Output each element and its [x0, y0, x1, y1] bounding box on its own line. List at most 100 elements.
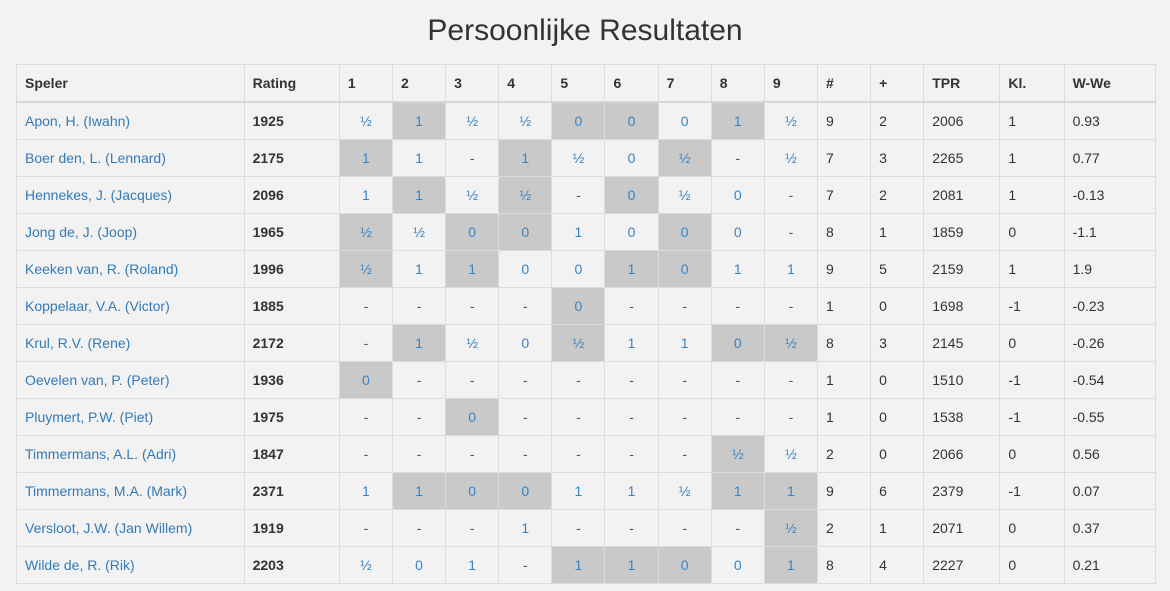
- round-result-cell[interactable]: 1: [551, 213, 606, 251]
- round-result-cell[interactable]: 0: [498, 324, 553, 362]
- column-header[interactable]: 7: [657, 64, 712, 103]
- round-result-cell[interactable]: ½: [445, 101, 500, 140]
- player-link[interactable]: Timmermans, A.L. (Adri): [25, 446, 177, 462]
- round-result-cell[interactable]: 1: [498, 509, 553, 547]
- round-result-cell[interactable]: 1: [604, 472, 659, 510]
- player-link[interactable]: Keeken van, R. (Roland): [25, 261, 179, 277]
- round-result-cell[interactable]: 1: [391, 139, 447, 177]
- column-header[interactable]: Rating: [243, 64, 340, 103]
- round-result-cell[interactable]: ½: [445, 176, 500, 214]
- round-result-cell[interactable]: 0: [604, 101, 659, 140]
- player-link[interactable]: Oevelen van, P. (Peter): [25, 372, 170, 388]
- round-result-cell[interactable]: 1: [763, 250, 818, 288]
- round-result-cell[interactable]: 1: [445, 250, 500, 288]
- player-link[interactable]: Jong de, J. (Joop): [25, 224, 138, 240]
- column-header[interactable]: 4: [498, 64, 553, 103]
- round-result-cell[interactable]: ½: [763, 139, 818, 177]
- round-result-cell[interactable]: 0: [710, 324, 765, 362]
- column-header[interactable]: 3: [445, 64, 500, 103]
- round-result-cell[interactable]: 1: [710, 250, 765, 288]
- player-link[interactable]: Boer den, L. (Lennard): [25, 150, 166, 166]
- round-result-cell[interactable]: 1: [338, 139, 393, 177]
- round-result-cell[interactable]: ½: [551, 139, 606, 177]
- round-result-cell[interactable]: 1: [710, 472, 765, 510]
- player-link[interactable]: Apon, H. (Iwahn): [25, 113, 131, 129]
- round-result-cell[interactable]: 1: [551, 472, 606, 510]
- round-result-cell[interactable]: 1: [338, 472, 393, 510]
- round-result-cell[interactable]: ½: [338, 250, 393, 288]
- round-result-cell[interactable]: 0: [657, 213, 712, 251]
- column-header[interactable]: 9: [763, 64, 818, 103]
- round-result-cell[interactable]: ½: [498, 101, 553, 140]
- round-result-cell[interactable]: 1: [604, 324, 659, 362]
- player-link[interactable]: Krul, R.V. (Rene): [25, 335, 131, 351]
- round-result-cell[interactable]: ½: [338, 213, 393, 251]
- round-result-cell[interactable]: 0: [657, 250, 712, 288]
- round-result-cell[interactable]: 1: [604, 546, 659, 584]
- column-header[interactable]: TPR: [923, 64, 1001, 103]
- round-result-cell[interactable]: 1: [391, 324, 447, 362]
- round-result-cell[interactable]: ½: [763, 101, 818, 140]
- round-result-cell[interactable]: 1: [391, 176, 447, 214]
- round-result-cell[interactable]: 0: [498, 472, 553, 510]
- round-result-cell[interactable]: 0: [657, 546, 712, 584]
- round-result-cell[interactable]: 0: [498, 213, 553, 251]
- round-result-cell[interactable]: ½: [338, 546, 393, 584]
- column-header[interactable]: 2: [391, 64, 447, 103]
- column-header[interactable]: 5: [551, 64, 606, 103]
- column-header[interactable]: 1: [338, 64, 393, 103]
- round-result-cell[interactable]: 1: [763, 546, 818, 584]
- round-result-cell[interactable]: ½: [763, 324, 818, 362]
- player-link[interactable]: Timmermans, M.A. (Mark): [25, 483, 188, 499]
- round-result-cell[interactable]: 1: [604, 250, 659, 288]
- round-result-cell[interactable]: 0: [657, 101, 712, 140]
- round-result-cell[interactable]: ½: [551, 324, 606, 362]
- player-link[interactable]: Wilde de, R. (Rik): [25, 557, 135, 573]
- column-header[interactable]: W-We: [1063, 64, 1157, 103]
- player-link[interactable]: Pluymert, P.W. (Piet): [25, 409, 154, 425]
- round-result-cell[interactable]: 1: [551, 546, 606, 584]
- player-link[interactable]: Versloot, J.W. (Jan Willem): [25, 520, 193, 536]
- round-result-cell[interactable]: ½: [445, 324, 500, 362]
- column-header[interactable]: Kl.: [999, 64, 1065, 103]
- round-result-cell[interactable]: 0: [551, 250, 606, 288]
- round-result-cell[interactable]: ½: [498, 176, 553, 214]
- round-result-cell[interactable]: 1: [710, 101, 765, 140]
- round-result-cell[interactable]: 0: [445, 472, 500, 510]
- column-header[interactable]: 8: [710, 64, 765, 103]
- round-result-cell[interactable]: 0: [391, 546, 447, 584]
- round-result-cell[interactable]: 0: [551, 287, 606, 325]
- round-result-cell[interactable]: 0: [710, 176, 765, 214]
- round-result-cell[interactable]: 0: [338, 361, 393, 399]
- column-header[interactable]: Speler: [16, 64, 245, 103]
- round-result-cell[interactable]: 1: [498, 139, 553, 177]
- round-result-cell[interactable]: 1: [391, 472, 447, 510]
- round-result-cell[interactable]: 0: [710, 546, 765, 584]
- round-result-cell[interactable]: 0: [604, 213, 659, 251]
- round-result-cell[interactable]: ½: [338, 101, 393, 140]
- round-result-cell[interactable]: 1: [657, 324, 712, 362]
- round-result-cell[interactable]: 0: [445, 398, 500, 436]
- round-result-cell[interactable]: 0: [604, 139, 659, 177]
- round-result-cell[interactable]: ½: [763, 435, 818, 473]
- round-result-cell[interactable]: 1: [445, 546, 500, 584]
- column-header[interactable]: 6: [604, 64, 659, 103]
- round-result-cell[interactable]: ½: [391, 213, 447, 251]
- round-result-cell[interactable]: 0: [604, 176, 659, 214]
- round-result-cell[interactable]: ½: [710, 435, 765, 473]
- column-header[interactable]: +: [870, 64, 925, 103]
- round-result-cell[interactable]: 0: [710, 213, 765, 251]
- round-result-cell[interactable]: 1: [391, 250, 447, 288]
- round-result-cell[interactable]: 0: [551, 101, 606, 140]
- round-result-cell[interactable]: 1: [763, 472, 818, 510]
- round-result-cell[interactable]: 1: [391, 101, 447, 140]
- round-result-cell[interactable]: 1: [338, 176, 393, 214]
- round-result-cell[interactable]: ½: [657, 472, 712, 510]
- round-result-cell[interactable]: 0: [498, 250, 553, 288]
- player-link[interactable]: Koppelaar, V.A. (Victor): [25, 298, 170, 314]
- round-result-cell[interactable]: ½: [763, 509, 818, 547]
- round-result-cell[interactable]: ½: [657, 176, 712, 214]
- round-result-cell[interactable]: 0: [445, 213, 500, 251]
- round-result-cell[interactable]: ½: [657, 139, 712, 177]
- player-link[interactable]: Hennekes, J. (Jacques): [25, 187, 173, 203]
